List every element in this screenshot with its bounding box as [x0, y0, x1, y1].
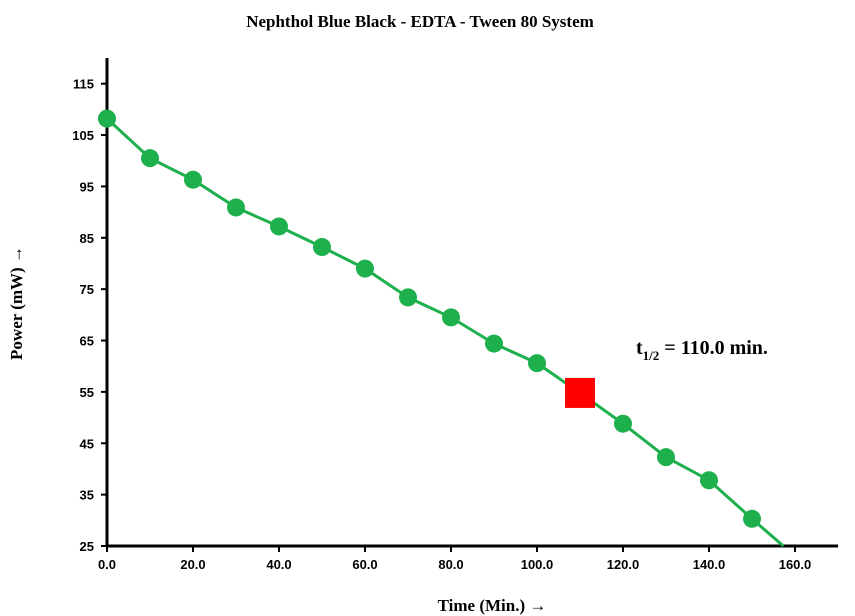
data-point — [528, 354, 546, 373]
data-point — [184, 170, 202, 189]
x-tick-label: 60.0 — [352, 557, 377, 572]
y-tick-label: 75 — [80, 282, 94, 297]
data-point — [442, 308, 460, 327]
data-point — [614, 414, 632, 433]
y-axis-label: Power (mW) → — [7, 246, 26, 360]
x-tick-label: 140.0 — [693, 557, 726, 572]
y-tick-label: 65 — [80, 334, 94, 349]
data-point — [227, 198, 245, 217]
x-tick-label: 40.0 — [266, 557, 291, 572]
series-line — [105, 117, 785, 548]
y-tick-label: 95 — [80, 179, 94, 194]
data-point — [700, 471, 718, 490]
x-tick-label: 120.0 — [607, 557, 640, 572]
x-tick-label: 100.0 — [521, 557, 554, 572]
y-tick-label: 85 — [80, 231, 94, 246]
x-axis-ticks: 0.0 20.0 40.0 60.0 80.0 100.0 120.0 140.0 160.0 — [98, 546, 811, 572]
x-tick-label: 20.0 — [180, 557, 205, 572]
x-tick-label: 0.0 — [98, 557, 116, 572]
half-life-group — [565, 377, 595, 408]
y-tick-label: 115 — [73, 77, 94, 92]
data-point — [657, 448, 675, 467]
annotation-subscript: 1/2 — [643, 348, 660, 363]
annotation-value: = 110.0 min. — [659, 337, 768, 359]
chart-title: Nephthol Blue Black - EDTA - Tween 80 Sy… — [246, 12, 594, 31]
data-point — [399, 288, 417, 307]
y-tick-label: 105 — [72, 128, 94, 143]
y-tick-label: 55 — [80, 385, 94, 400]
y-tick-label: 35 — [80, 488, 94, 503]
data-points — [98, 109, 761, 528]
data-point — [270, 217, 288, 236]
x-axis-label: Time (Min.) → — [438, 596, 547, 615]
series-line-group — [105, 117, 785, 548]
data-point — [743, 509, 761, 528]
half-life-marker — [565, 377, 595, 408]
data-point — [141, 149, 159, 168]
data-point — [313, 238, 331, 257]
x-tick-label: 80.0 — [438, 557, 463, 572]
data-point — [98, 109, 116, 128]
x-tick-label: 160.0 — [779, 557, 812, 572]
half-life-annotation: t1/2 = 110.0 min. — [636, 337, 768, 363]
y-axis-ticks: 25 35 45 55 65 75 85 95 105 115 — [72, 77, 107, 554]
axes — [105, 58, 838, 548]
data-point — [356, 259, 374, 278]
y-tick-label: 45 — [80, 436, 94, 451]
annotation-main: t — [636, 337, 643, 359]
data-point — [485, 334, 503, 353]
y-tick-label: 25 — [80, 539, 94, 554]
